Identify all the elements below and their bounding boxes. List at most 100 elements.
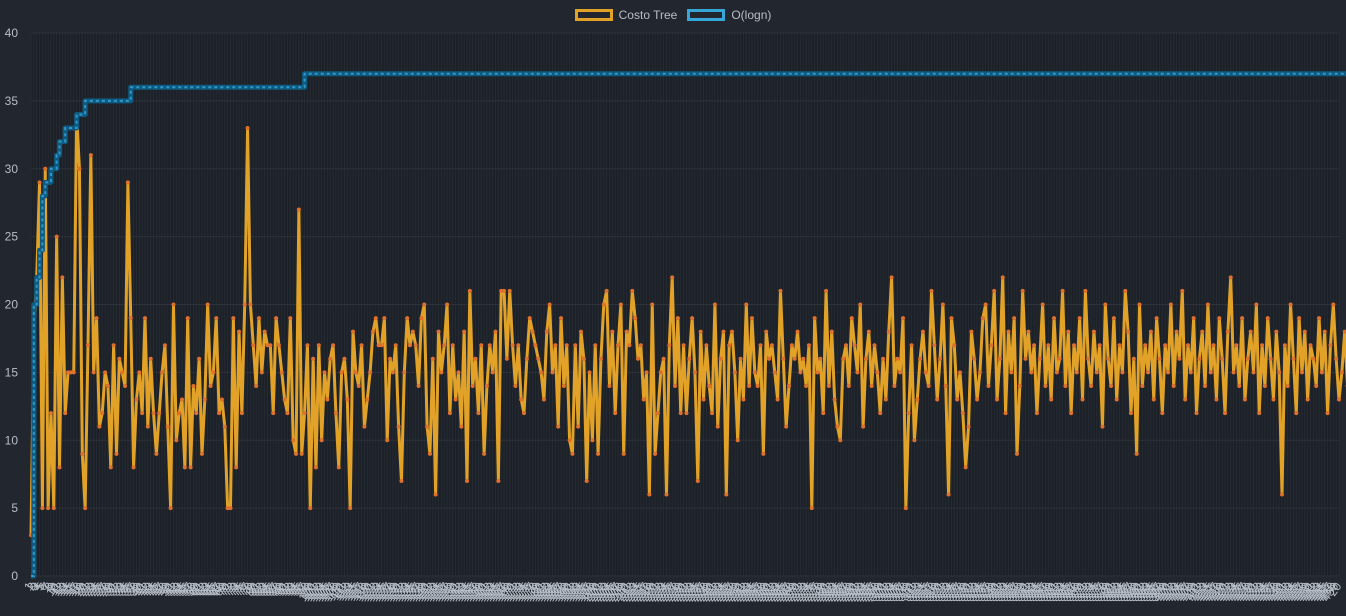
- data-point-costo-tree: [467, 288, 472, 293]
- x-axis: 1234567891011121314151617181920212223242…: [21, 579, 1344, 604]
- data-point-costo-tree: [969, 329, 974, 334]
- data-point-costo-tree: [906, 411, 911, 416]
- data-point-costo-tree: [1003, 411, 1008, 416]
- data-point-costo-tree: [824, 288, 829, 293]
- data-point-costo-tree: [707, 383, 712, 388]
- data-point-costo-tree: [248, 302, 253, 307]
- data-point-costo-tree: [1240, 316, 1245, 321]
- data-point-costo-tree: [1097, 343, 1102, 348]
- data-point-costo-tree: [422, 302, 427, 307]
- data-point-costo-tree: [747, 383, 752, 388]
- data-point-costo-tree: [427, 451, 432, 456]
- data-point-costo-tree: [322, 370, 327, 375]
- data-point-costo-tree: [382, 316, 387, 321]
- data-point-costo-tree: [727, 343, 732, 348]
- data-point-costo-tree: [983, 302, 988, 307]
- data-point-costo-tree: [1299, 370, 1304, 375]
- data-point-costo-tree: [376, 343, 381, 348]
- data-point-costo-tree: [348, 506, 353, 511]
- data-point-costo-tree: [80, 451, 85, 456]
- data-point-costo-tree: [1026, 329, 1031, 334]
- data-point-costo-tree: [590, 438, 595, 443]
- data-point-costo-tree: [416, 383, 421, 388]
- data-point-costo-tree: [570, 451, 575, 456]
- data-point-costo-tree: [256, 316, 261, 321]
- data-point-costo-tree: [1057, 356, 1062, 361]
- data-point-costo-tree: [1251, 370, 1256, 375]
- data-point-costo-tree: [439, 370, 444, 375]
- data-point-costo-tree: [447, 411, 452, 416]
- data-point-costo-tree: [655, 411, 660, 416]
- y-tick-label: 40: [5, 26, 19, 40]
- y-tick-label: 0: [11, 569, 18, 583]
- data-point-costo-tree: [784, 424, 789, 429]
- data-point-costo-tree: [758, 343, 763, 348]
- data-point-costo-tree: [188, 465, 193, 470]
- data-point-costo-tree: [1294, 411, 1299, 416]
- data-point-costo-tree: [804, 383, 809, 388]
- data-point-costo-tree: [1069, 411, 1074, 416]
- data-point-costo-tree: [715, 424, 720, 429]
- data-point-costo-tree: [120, 370, 125, 375]
- data-point-costo-tree: [855, 370, 860, 375]
- legend-item-costo-tree[interactable]: Costo Tree: [574, 8, 677, 22]
- legend-item-ologn[interactable]: O(logn): [687, 8, 771, 22]
- data-point-costo-tree: [148, 356, 153, 361]
- data-point-costo-tree: [576, 424, 581, 429]
- data-point-costo-tree: [1271, 397, 1276, 402]
- data-point-costo-tree: [1231, 370, 1236, 375]
- data-point-costo-tree: [408, 343, 413, 348]
- data-point-costo-tree: [105, 383, 110, 388]
- y-tick-label: 15: [5, 365, 19, 379]
- data-point-costo-tree: [992, 288, 997, 293]
- data-point-costo-tree: [787, 383, 792, 388]
- data-point-costo-tree: [504, 356, 509, 361]
- data-point-costo-tree: [749, 316, 754, 321]
- data-point-costo-tree: [1023, 356, 1028, 361]
- data-point-costo-tree: [997, 356, 1002, 361]
- data-point-costo-tree: [578, 329, 583, 334]
- data-point-costo-tree: [1217, 316, 1222, 321]
- data-point-costo-tree: [670, 275, 675, 280]
- data-point-costo-tree: [1214, 397, 1219, 402]
- y-tick-label: 30: [5, 162, 19, 176]
- data-point-costo-tree: [698, 329, 703, 334]
- data-point-costo-tree: [211, 370, 216, 375]
- data-point-costo-tree: [1148, 329, 1153, 334]
- data-point-costo-tree: [721, 329, 726, 334]
- data-point-costo-tree: [1245, 356, 1250, 361]
- data-point-costo-tree: [1006, 329, 1011, 334]
- data-point-costo-tree: [1311, 356, 1316, 361]
- data-point-costo-tree: [844, 343, 849, 348]
- data-point-costo-tree: [1109, 383, 1114, 388]
- data-point-costo-tree: [598, 356, 603, 361]
- data-point-costo-tree: [370, 329, 375, 334]
- data-point-costo-tree: [1180, 288, 1185, 293]
- data-point-costo-tree: [1325, 411, 1330, 416]
- data-point-costo-tree: [1012, 316, 1017, 321]
- data-point-costo-tree: [1037, 356, 1042, 361]
- data-point-costo-tree: [140, 411, 145, 416]
- data-point-costo-tree: [567, 438, 572, 443]
- data-point-costo-tree: [932, 343, 937, 348]
- data-point-costo-tree: [219, 397, 224, 402]
- data-point-costo-tree: [353, 370, 358, 375]
- data-point-costo-tree: [54, 234, 59, 239]
- series-layer: [29, 71, 1346, 579]
- data-point-costo-tree: [1242, 397, 1247, 402]
- data-point-costo-tree: [866, 329, 871, 334]
- data-point-costo-tree: [1174, 329, 1179, 334]
- data-point-costo-tree: [1017, 383, 1022, 388]
- data-point-costo-tree: [97, 424, 102, 429]
- data-point-costo-tree: [1089, 383, 1094, 388]
- data-point-costo-tree: [305, 343, 310, 348]
- data-point-costo-tree: [1197, 356, 1202, 361]
- data-point-costo-tree: [490, 370, 495, 375]
- data-point-costo-tree: [1009, 370, 1014, 375]
- data-point-costo-tree: [373, 316, 378, 321]
- data-point-costo-tree: [279, 370, 284, 375]
- data-point-costo-tree: [117, 356, 122, 361]
- data-point-costo-tree: [963, 465, 968, 470]
